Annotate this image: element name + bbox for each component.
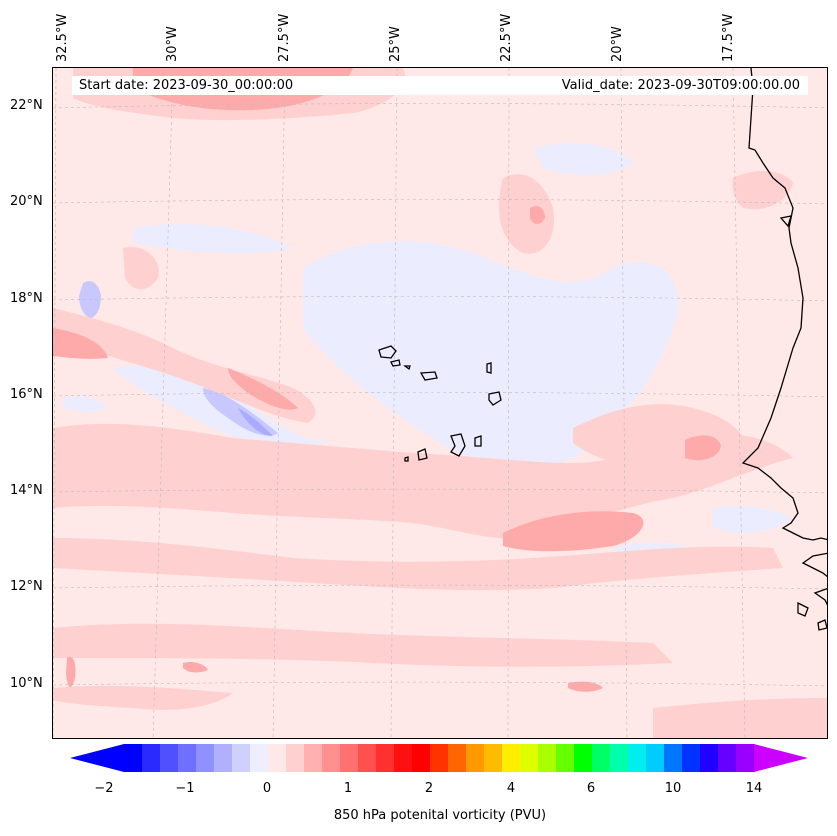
- lon-label-27-5w: 27.5°W: [277, 13, 292, 62]
- colorbar-tick: 0: [262, 781, 272, 796]
- colorbar-cell: [142, 744, 161, 772]
- colorbar-cell: [700, 744, 719, 772]
- colorbar-cell: [376, 744, 395, 772]
- colorbar-cell: [430, 744, 449, 772]
- pv-field-map: [53, 68, 827, 738]
- lat-label-20n: 20°N: [10, 194, 43, 209]
- colorbar-extend-low: [70, 744, 124, 772]
- colorbar-cell: [358, 744, 377, 772]
- lat-label-22n: 22°N: [10, 98, 43, 113]
- colorbar-tick: 2: [424, 781, 434, 796]
- colorbar: [70, 744, 808, 772]
- colorbar-tick: 1: [343, 781, 353, 796]
- lon-label-30w: 30°W: [165, 26, 180, 62]
- strong-negative-pv-contours: [79, 281, 278, 436]
- colorbar-cell: [592, 744, 611, 772]
- valid-date-label: Valid_date: 2023-09-30T09:00:00.00: [561, 78, 800, 93]
- colorbar-cell: [718, 744, 737, 772]
- colorbar-cell: [340, 744, 359, 772]
- lat-label-14n: 14°N: [10, 483, 43, 498]
- map-panel: [52, 67, 828, 739]
- lat-label-12n: 12°N: [10, 579, 43, 594]
- lat-label-18n: 18°N: [10, 291, 43, 306]
- lat-label-10n: 10°N: [10, 676, 43, 691]
- lon-label-25w: 25°W: [388, 26, 403, 62]
- colorbar-cell: [250, 744, 269, 772]
- colorbar-cell: [232, 744, 251, 772]
- colorbar-cell: [736, 744, 755, 772]
- colorbar-cell: [502, 744, 521, 772]
- lon-label-17-5w: 17.5°W: [721, 13, 736, 62]
- colorbar-cell: [178, 744, 197, 772]
- colorbar-tick: −2: [94, 781, 114, 796]
- colorbar-cell: [268, 744, 287, 772]
- colorbar-cell: [160, 744, 179, 772]
- date-info-bar: Start date: 2023-09-30_00:00:00 Valid_da…: [72, 76, 808, 95]
- start-date-label: Start date: 2023-09-30_00:00:00: [79, 78, 294, 93]
- colorbar-cells: [124, 744, 755, 772]
- colorbar-cell: [304, 744, 323, 772]
- colorbar-tick: 14: [745, 781, 763, 796]
- colorbar-cell: [664, 744, 683, 772]
- colorbar-cell: [646, 744, 665, 772]
- colorbar-cell: [124, 744, 143, 772]
- colorbar-cell: [322, 744, 341, 772]
- lon-label-20w: 20°W: [610, 26, 625, 62]
- colorbar-cell: [556, 744, 575, 772]
- colorbar-cell: [196, 744, 215, 772]
- lon-label-32-5w: 32.5°W: [55, 13, 70, 62]
- graticule: [53, 68, 827, 738]
- lat-label-16n: 16°N: [10, 387, 43, 402]
- negative-pv-contours: [63, 143, 793, 567]
- colorbar-tick: −1: [175, 781, 195, 796]
- colorbar-extend-high: [754, 744, 808, 772]
- colorbar-label: 850 hPa potenital vorticity (PVU): [333, 808, 547, 823]
- colorbar-cell: [394, 744, 413, 772]
- positive-pv-contours: [53, 68, 827, 738]
- colorbar-cell: [214, 744, 233, 772]
- colorbar-cell: [412, 744, 431, 772]
- colorbar-cell: [520, 744, 539, 772]
- colorbar-cell: [610, 744, 629, 772]
- colorbar-cell: [682, 744, 701, 772]
- african-coastline: [741, 68, 827, 631]
- colorbar-cell: [448, 744, 467, 772]
- colorbar-tick: 6: [586, 781, 596, 796]
- lon-label-22-5w: 22.5°W: [499, 13, 514, 62]
- colorbar-cell: [628, 744, 647, 772]
- colorbar-cell: [538, 744, 557, 772]
- colorbar-cell: [286, 744, 305, 772]
- colorbar-cell: [484, 744, 503, 772]
- cape-verde-islands: [378, 345, 502, 462]
- colorbar-tick: 4: [506, 781, 516, 796]
- colorbar-cell: [466, 744, 485, 772]
- colorbar-tick: 10: [664, 781, 682, 796]
- colorbar-cell: [574, 744, 593, 772]
